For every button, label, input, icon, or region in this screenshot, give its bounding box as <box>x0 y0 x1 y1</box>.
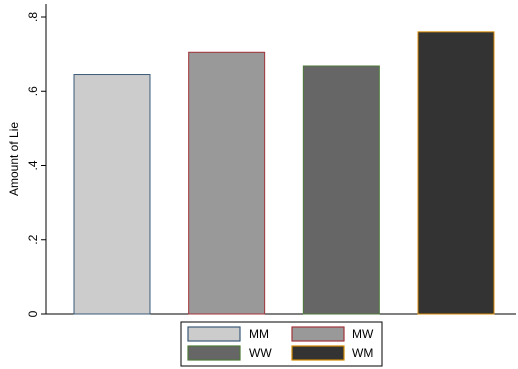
y-tick-label: .4 <box>26 160 40 170</box>
y-tick-label: .2 <box>26 234 40 244</box>
legend-label-wm: WM <box>352 346 373 360</box>
legend-label-mw: MW <box>352 327 374 341</box>
bar-mw <box>188 51 266 315</box>
legend-swatch-mw <box>291 326 345 342</box>
y-tick-label: .6 <box>26 86 40 96</box>
legend-swatch-mm <box>187 326 241 342</box>
y-axis-title: Amount of Lie <box>7 122 21 196</box>
bar-wm <box>417 31 495 315</box>
legend-label-mm: MM <box>249 327 269 341</box>
legend-label-ww: WW <box>249 346 272 360</box>
bars-group <box>73 31 495 315</box>
y-tick-label: .8 <box>26 12 40 22</box>
legend-swatch-wm <box>291 345 345 361</box>
legend-swatch-ww <box>187 345 241 361</box>
y-tick-label: 0 <box>26 310 40 317</box>
bar-ww <box>302 65 380 315</box>
bar-mm <box>73 74 151 315</box>
legend: MM MW WW WM <box>180 321 383 367</box>
